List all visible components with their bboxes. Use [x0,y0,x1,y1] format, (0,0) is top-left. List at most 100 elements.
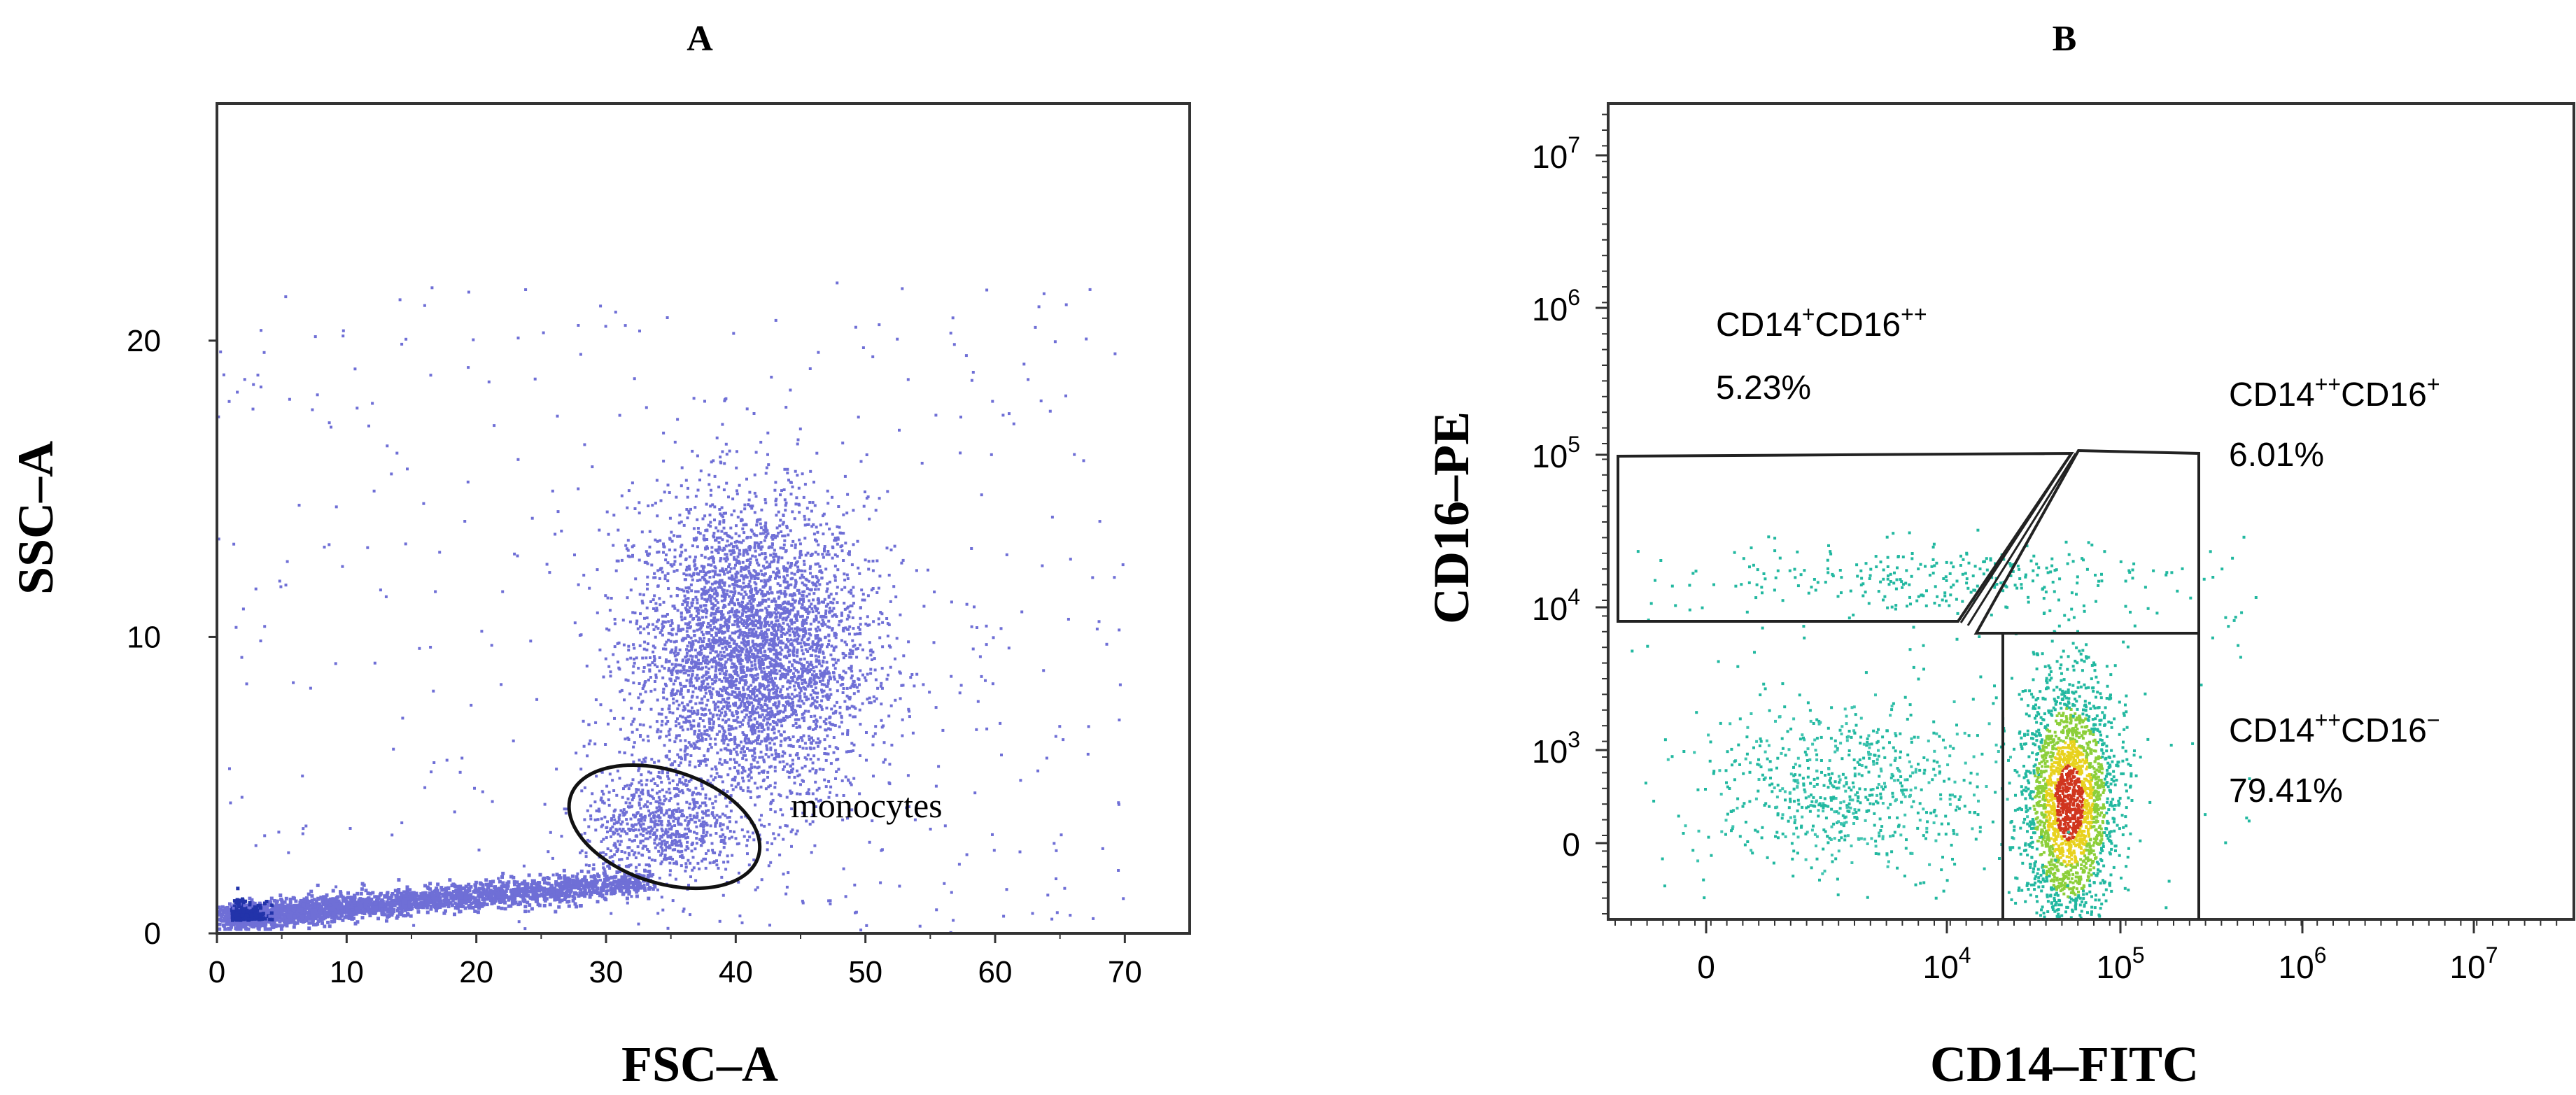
data-point [626,679,630,682]
data-point [816,607,819,611]
data-point [750,609,754,612]
data-point [773,715,776,719]
data-point [843,602,846,605]
data-point [661,665,664,668]
data-point [780,633,783,637]
data-point [689,642,693,645]
data-point [743,635,747,638]
data-point [775,662,779,665]
data-point [768,660,772,664]
data-point [736,716,740,719]
data-point [755,592,759,595]
data-point [787,602,791,606]
data-point [872,620,875,623]
data-point [735,643,738,647]
data-point [823,549,826,553]
data-point [692,742,696,745]
data-point [687,709,690,713]
data-point [712,532,716,535]
data-point [842,559,845,562]
data-point [801,716,804,720]
data-point [761,663,765,666]
data-point [775,619,778,623]
data-point [791,707,794,710]
data-point [780,530,783,533]
data-point [673,640,676,644]
data-point [770,792,773,796]
data-point [745,559,749,562]
data-point [718,582,722,586]
data-point [694,654,698,658]
data-point [710,695,713,699]
data-point [670,693,673,697]
data-point [759,648,762,651]
data-point [762,632,766,635]
data-point [801,766,804,770]
data-point [791,698,794,701]
data-point [725,670,729,673]
data-point [839,684,843,687]
data-point [735,750,738,754]
data-point [726,642,729,646]
data-point [729,751,733,755]
data-point [849,686,852,690]
data-point [791,608,794,612]
data-point [712,722,715,726]
data-point [778,853,782,856]
data-point [717,631,721,634]
data-point [784,619,788,622]
data-point [704,687,708,691]
data-point [719,579,722,582]
data-point [824,623,827,626]
data-point [796,740,799,743]
data-point [794,561,798,565]
data-point [821,650,824,654]
data-point [832,671,835,674]
data-point [736,546,739,550]
data-point [791,724,795,728]
data-point [859,607,862,609]
data-point [772,658,775,662]
data-point [752,838,756,842]
data-point [756,626,760,630]
data-point [620,885,624,889]
data-point [848,781,852,784]
data-point [808,593,811,596]
data-point [708,686,712,689]
data-point [738,691,741,694]
data-point [810,602,813,606]
data-point [763,739,766,742]
data-point [717,644,721,647]
data-point [773,646,775,649]
data-point [763,650,766,654]
panel-a-points [217,281,1125,934]
data-point [779,546,782,550]
data-point [748,595,752,598]
data-point [723,630,726,634]
data-point [712,778,715,782]
data-point [598,528,601,532]
data-point [759,626,763,630]
data-point [635,656,638,660]
data-point [751,706,754,709]
data-point [793,517,796,521]
data-point [731,545,735,549]
data-point [602,675,605,679]
data-point [689,709,693,713]
data-point [736,753,739,756]
data-point [834,777,837,780]
data-point [607,722,610,726]
data-point [664,716,668,719]
data-point [802,634,805,637]
data-point [720,530,724,533]
data-point [833,553,837,556]
data-point [740,671,743,674]
data-point [941,728,945,732]
data-point [807,698,810,700]
data-point [833,537,837,539]
data-point [783,467,787,471]
data-point [747,570,751,573]
data-point [696,518,699,521]
data-point [677,521,681,525]
data-point [733,665,736,669]
